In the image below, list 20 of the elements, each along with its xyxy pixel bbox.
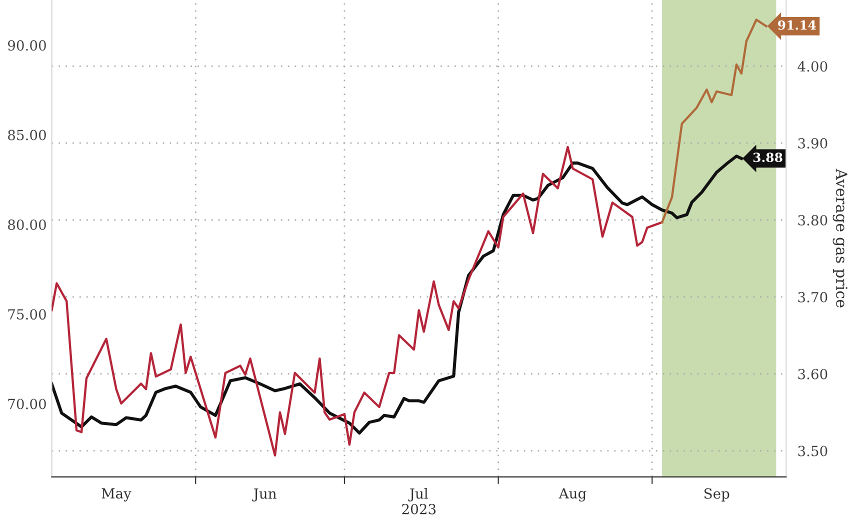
y2-tick-label: 3.70	[798, 292, 828, 302]
y2-tick-label: 3.60	[798, 368, 828, 380]
data-label: 3.88	[753, 152, 782, 162]
y2-tick-label: 3.80	[798, 214, 828, 226]
x-tick-label: Jul 2023	[402, 488, 436, 514]
line-series	[52, 146, 664, 457]
x-tick-label: Sep	[704, 488, 730, 502]
y-tick-label: 70.00	[8, 398, 46, 410]
y-tick-label: 90.00	[8, 40, 46, 51]
y-tick-label: 85.00	[8, 130, 46, 140]
y-tick-label: 80.00	[8, 219, 46, 230]
y2-tick-label: 3.90	[798, 138, 828, 149]
y2-tick-label: 4.00	[798, 61, 828, 72]
x-tick-label: Aug	[558, 488, 586, 502]
data-label: 91.14	[778, 20, 816, 30]
y2-axis-title: Average gas price	[832, 168, 848, 308]
x-tick-label: May	[102, 488, 132, 502]
x-tick-label: Jun	[252, 488, 276, 502]
y-tick-label: 75.00	[8, 309, 46, 320]
y2-tick-label: 3.50	[798, 446, 828, 456]
